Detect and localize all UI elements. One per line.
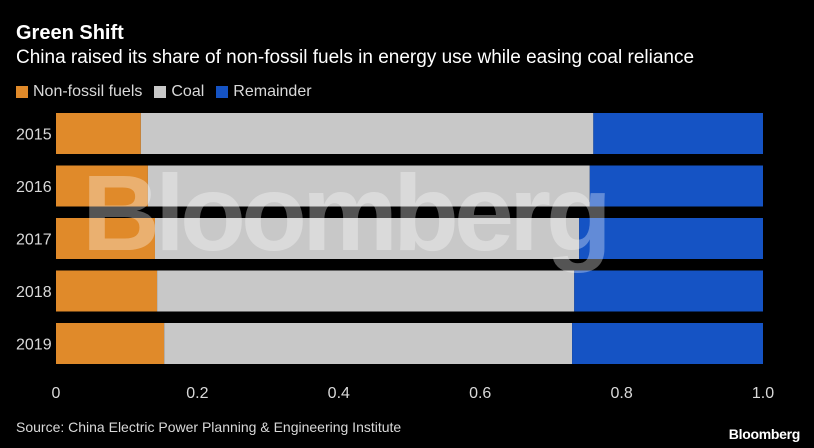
bar-2015-coal (140, 113, 594, 154)
y-axis-labels: 2015 2016 2017 2018 2019 (16, 127, 52, 354)
legend-label-coal: Coal (171, 83, 205, 100)
y-tick-label-2019: 2019 (16, 337, 52, 354)
y-tick-label-2015: 2015 (16, 127, 52, 144)
bar-2018-non-fossil-fuels (56, 270, 158, 312)
y-tick-label-2016: 2016 (16, 179, 52, 196)
bloomberg-logo: Bloomberg (728, 426, 801, 442)
bar-2017-remainder (579, 218, 763, 259)
x-tick-label-0: 0 (52, 385, 61, 402)
bar-2015-non-fossil-fuels (56, 113, 141, 154)
bar-2018-remainder (574, 270, 763, 312)
x-tick-label-0-2: 0.2 (186, 385, 208, 402)
legend-item-non-fossil: Non-fossil fuels (16, 83, 142, 101)
x-tick-label-0-4: 0.4 (328, 385, 350, 402)
legend-swatch-remainder (216, 86, 229, 98)
bar-2017-coal (154, 218, 580, 259)
bar-2019-remainder (572, 323, 763, 364)
x-axis-labels: 0 0.2 0.4 0.6 0.8 1.0 (52, 385, 775, 402)
bar-2015-remainder (593, 113, 763, 154)
legend-label-remainder: Remainder (233, 83, 312, 100)
legend-swatch-coal (154, 86, 167, 98)
bar-2016-coal (147, 165, 590, 207)
bar-2017-non-fossil-fuels (56, 218, 155, 259)
legend-swatch-non-fossil (16, 86, 28, 98)
legend-label-non-fossil: Non-fossil fuels (33, 83, 143, 100)
bar-2018-coal (157, 270, 575, 312)
bar-2019-non-fossil-fuels (56, 323, 165, 364)
legend-item-coal: Coal (154, 83, 204, 101)
chart-subtitle: China raised its share of non-fossil fue… (16, 47, 695, 68)
y-tick-label-2017: 2017 (16, 232, 52, 249)
bar-2016-non-fossil-fuels (56, 165, 148, 207)
source-note: Source: China Electric Power Planning & … (16, 419, 402, 435)
legend: Non-fossil fuels Coal Remainder (16, 83, 324, 101)
x-tick-label-1-0: 1.0 (752, 385, 774, 402)
bars-group (56, 113, 763, 364)
y-tick-label-2018: 2018 (16, 284, 52, 301)
x-tick-label-0-8: 0.8 (610, 385, 632, 402)
bar-2019-coal (164, 323, 573, 364)
chart-title: Green Shift (16, 22, 124, 44)
x-tick-label-0-6: 0.6 (469, 385, 491, 402)
bar-2016-remainder (589, 165, 763, 207)
legend-item-remainder: Remainder (216, 83, 312, 101)
